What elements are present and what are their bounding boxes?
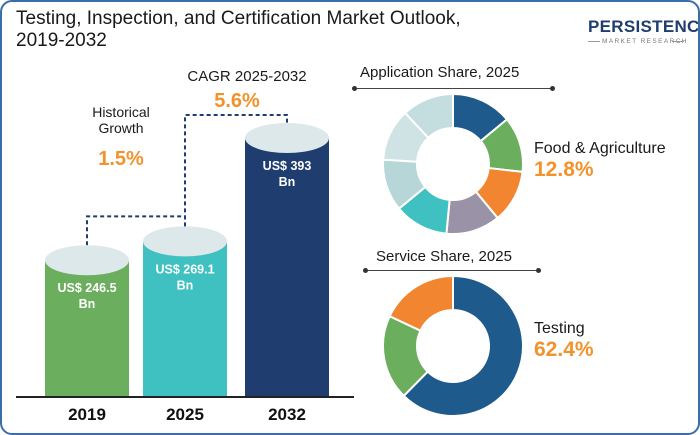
- application-share-donut: [382, 92, 524, 235]
- logo-sub-text: MARKET RESEARCH: [602, 38, 688, 45]
- application-share-rule-dot-right: [550, 86, 555, 91]
- service-share-slice-3: [388, 274, 454, 333]
- service-highlight-value: 62.4%: [534, 338, 594, 361]
- growth-connectors: [86, 114, 288, 246]
- service-share-title: Service Share, 2025: [376, 248, 512, 265]
- application-share-rule-dot-left: [352, 86, 357, 91]
- bar-2032: [245, 138, 329, 396]
- application-highlight-label: Food & Agriculture: [534, 140, 666, 157]
- logo-rule-right: [672, 41, 684, 42]
- application-share-rule: [357, 88, 552, 89]
- logo-rule-left: [588, 41, 600, 42]
- bar-cap-2019: [45, 245, 129, 276]
- persistence-logo: PERSISTENCE MARKET RESEARCH: [584, 14, 698, 54]
- application-highlight-value: 12.8%: [534, 158, 594, 181]
- bar-2025: [143, 241, 227, 396]
- service-share-rule-dot-right: [536, 268, 541, 273]
- bar-series: US$ 246.5 Bn 2019 US$ 269.1 Bn 2025 US$ 393 Bn 2…: [45, 123, 329, 424]
- cagr-forecast-value: 5.6%: [214, 90, 260, 112]
- chart-title-line1: Testing, Inspection, and Certification M…: [16, 8, 461, 29]
- bar-value-unit-2019: Bn: [79, 297, 96, 311]
- service-share-slice-1: [402, 274, 524, 417]
- service-share-rule-dot-left: [363, 268, 368, 273]
- x-tick-2025: 2025: [166, 405, 204, 424]
- historical-growth-label-line2: Growth: [98, 120, 144, 136]
- forecast-growth-connector: [184, 114, 288, 227]
- bar-2019: [45, 260, 129, 396]
- x-tick-2019: 2019: [68, 405, 106, 424]
- service-share-rule: [368, 270, 538, 271]
- x-tick-2032: 2032: [268, 405, 306, 424]
- historical-growth-label: Historical Growth: [76, 104, 166, 136]
- historical-growth-value: 1.5%: [98, 148, 144, 170]
- bar-value-label-2032: US$ 393: [263, 159, 312, 173]
- bar-cap-2025: [143, 226, 227, 257]
- bar-cap-2032: [245, 123, 329, 153]
- application-share-title: Application Share, 2025: [360, 64, 520, 81]
- historical-growth-connector: [86, 215, 186, 246]
- logo-main-text: PERSISTENCE: [588, 17, 700, 36]
- historical-growth-label-line1: Historical: [92, 104, 150, 120]
- bar-value-label-2025: US$ 269.1: [155, 262, 214, 276]
- service-highlight-label: Testing: [534, 320, 585, 337]
- bar-value-label-2019: US$ 246.5: [57, 281, 116, 295]
- cagr-forecast-label: CAGR 2025-2032: [187, 68, 307, 85]
- chart-title-line2: 2019-2032: [16, 30, 107, 51]
- bar-value-unit-2032: Bn: [279, 175, 296, 189]
- service-share-donut: [382, 274, 524, 417]
- application-share-slice-8: [403, 92, 454, 140]
- bar-value-unit-2025: Bn: [177, 278, 194, 292]
- chart-title: Testing, Inspection, and Certification M…: [16, 8, 576, 52]
